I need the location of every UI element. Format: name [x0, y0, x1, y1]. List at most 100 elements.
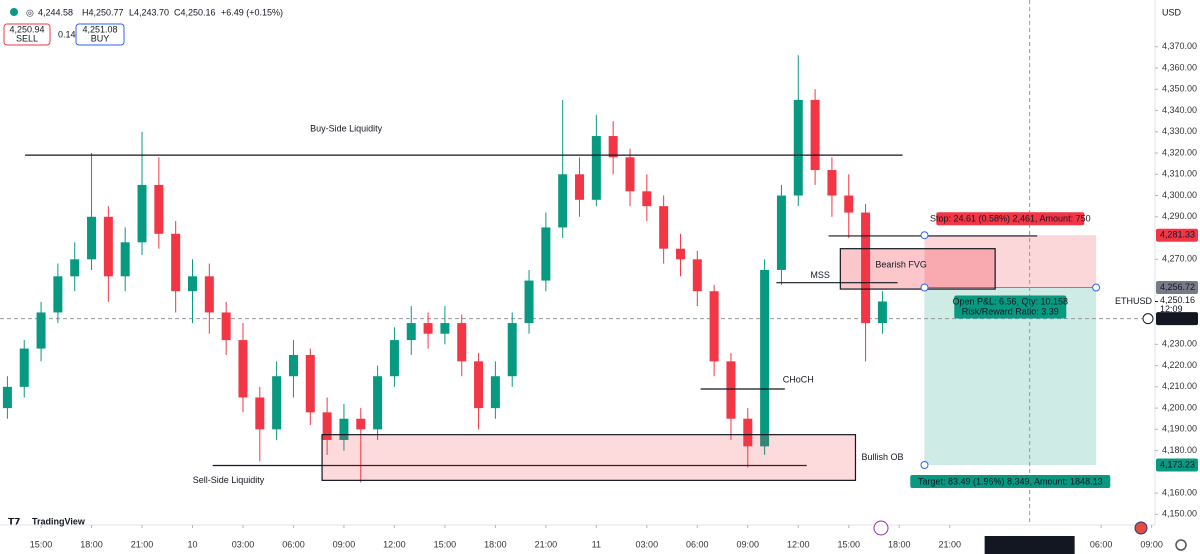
x-tick-label: 12:00 — [787, 539, 810, 549]
y-tick-label: 4,350.00 — [1162, 84, 1197, 94]
x-tick-label: 06:00 — [686, 539, 709, 549]
candle-body — [356, 418, 366, 430]
candle-body — [406, 323, 416, 341]
stop-label-box — [936, 212, 1085, 226]
candle-body — [154, 184, 164, 234]
position-handle[interactable] — [1092, 283, 1101, 292]
annotation-label: Bearish FVG — [875, 259, 927, 269]
x-tick-label: 12:00 — [383, 539, 406, 549]
candle-body — [457, 323, 467, 362]
candle-body — [171, 233, 181, 292]
x-tick-label: 03:00 — [232, 539, 255, 549]
candle-body — [87, 216, 97, 260]
currency: USD — [1162, 7, 1182, 17]
candle-body — [322, 412, 332, 440]
crosshair-plus[interactable] — [1142, 313, 1154, 325]
spread: 0.14 — [58, 29, 76, 39]
open-value: 4,244.58 — [38, 7, 73, 17]
candle-body — [272, 376, 282, 430]
candle-body — [844, 195, 854, 213]
y-tick-label: 4,310.00 — [1162, 169, 1197, 179]
sell-label[interactable]: SELL — [16, 33, 38, 43]
candle-body — [2, 386, 12, 409]
candle-body — [53, 276, 63, 313]
position-handle[interactable] — [920, 460, 929, 469]
candle-body — [440, 323, 450, 334]
candle-body — [339, 418, 349, 440]
sell-price[interactable]: 4,250.94 — [9, 24, 44, 34]
buy-button[interactable] — [75, 23, 125, 46]
y-tick-label: 4,290.00 — [1162, 211, 1197, 221]
target-label-box — [910, 474, 1111, 488]
candle-body — [726, 361, 736, 419]
y-tick-label: 4,150.00 — [1162, 509, 1197, 519]
position-handle[interactable] — [920, 231, 929, 240]
stop-label: Stop: 24.61 (0.58%) 2,461, Amount: 750 — [930, 214, 1091, 224]
x-tick-label: 03:00 — [636, 539, 659, 549]
candle-body — [70, 259, 80, 277]
rr-label: Risk/Reward Ratio: 3.39 — [962, 306, 1059, 316]
candle-body — [659, 206, 669, 249]
candle-body — [255, 397, 265, 430]
target-tag — [1156, 458, 1198, 472]
x-tick-label: 06:00 — [1090, 539, 1113, 549]
candle-body — [709, 291, 719, 362]
y-tick-label: 4,200.00 — [1162, 402, 1197, 412]
stop-tag — [1156, 228, 1198, 242]
candle-body — [743, 418, 753, 447]
annotation-label: Sell-Side Liquidity — [193, 475, 265, 485]
annotation-label: CHoCH — [783, 374, 814, 384]
position-handle[interactable] — [920, 283, 929, 292]
target-label: Target: 83.49 (1.96%) 8,349, Amount: 184… — [918, 476, 1103, 486]
status-dot — [10, 8, 18, 16]
candle-body — [877, 301, 887, 324]
crosshair-tag-label: 4,242.08 — [1160, 313, 1195, 323]
candles — [2, 55, 887, 483]
y-tick-label: 4,360.00 — [1162, 62, 1197, 72]
y-tick-label: 4,230.00 — [1162, 339, 1197, 349]
x-tick-label: 21:00 — [938, 539, 961, 549]
candle-body — [389, 340, 399, 377]
y-tick-label: 4,190.00 — [1162, 424, 1197, 434]
candle-body — [137, 184, 147, 243]
candle-body — [507, 323, 517, 377]
crosshair-time-box — [984, 536, 1075, 554]
close-value: C4,250.16 — [174, 7, 216, 17]
buy-label[interactable]: BUY — [91, 33, 110, 43]
x-tick-label: 09:00 — [1140, 539, 1163, 549]
candle-body — [188, 276, 197, 292]
candle-body — [373, 376, 383, 430]
buy-price[interactable]: 4,251.08 — [82, 24, 117, 34]
candle-body — [524, 280, 534, 324]
candle-body — [591, 136, 601, 200]
x-tick-label: 18:00 — [484, 539, 507, 549]
candle-body — [827, 170, 837, 196]
candle-body — [490, 376, 500, 409]
candle-body — [474, 361, 484, 409]
lightning-icon[interactable] — [873, 520, 889, 536]
y-tick-label: 4,160.00 — [1162, 487, 1197, 497]
x-tick-label: 21:00 — [535, 539, 558, 549]
candle-body — [423, 323, 433, 334]
y-tick-label: 4,340.00 — [1162, 105, 1197, 115]
x-tick-label: 18:00 — [888, 539, 911, 549]
target-tag-label: 4,173.23 — [1160, 459, 1195, 469]
y-tick-label: 4,300.00 — [1162, 190, 1197, 200]
brand-name: TradingView — [32, 516, 86, 526]
flag-icon[interactable] — [1134, 521, 1148, 535]
candle-body — [625, 157, 635, 192]
annotation-label: Bullish OB — [861, 452, 903, 462]
low-value: L4,243.70 — [129, 7, 169, 17]
x-tick-label: 15:00 — [30, 539, 53, 549]
drawings-front: Buy-Side Liquidity Sell-Side Liquidity Bul… — [25, 124, 1111, 488]
x-tick-label: 09:00 — [333, 539, 356, 549]
candle-body — [861, 212, 871, 324]
sell-button[interactable] — [3, 23, 51, 46]
x-tick-label: 09:00 — [737, 539, 760, 549]
brand-logo: 𝗧𝟳 — [8, 516, 20, 526]
candle-body — [204, 276, 214, 313]
settings-icon[interactable] — [1175, 539, 1187, 551]
annotation-label: Buy-Side Liquidity — [310, 124, 383, 134]
y-tick-label: 4,270.00 — [1162, 254, 1197, 264]
candle-body — [558, 174, 568, 228]
